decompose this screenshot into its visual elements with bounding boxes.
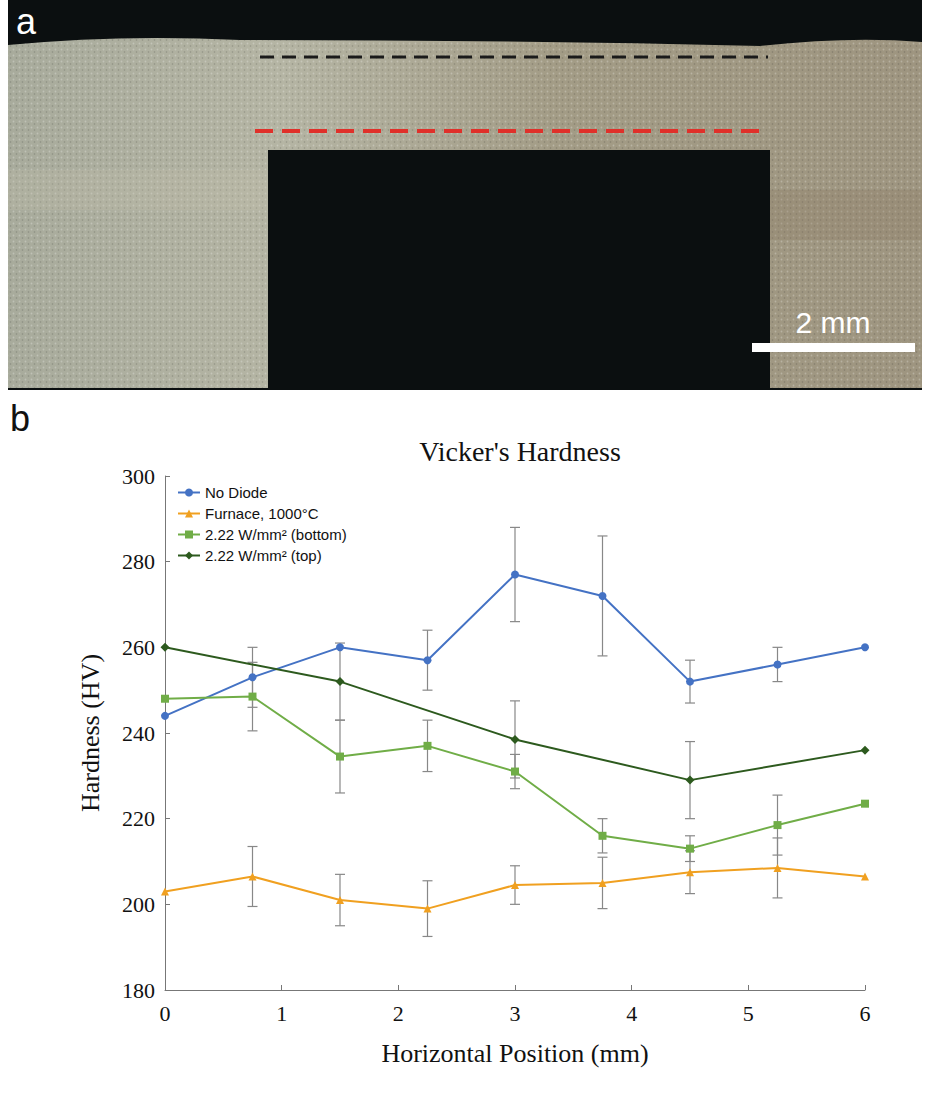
svg-text:1: 1 xyxy=(276,1001,287,1026)
svg-text:280: 280 xyxy=(122,549,155,574)
svg-text:200: 200 xyxy=(122,892,155,917)
svg-text:6: 6 xyxy=(860,1001,871,1026)
svg-text:2 mm: 2 mm xyxy=(796,306,871,339)
svg-text:240: 240 xyxy=(122,721,155,746)
svg-text:Vicker's Hardness: Vicker's Hardness xyxy=(419,436,621,467)
svg-text:300: 300 xyxy=(122,464,155,489)
svg-text:2.22 W/mm² (bottom): 2.22 W/mm² (bottom) xyxy=(205,526,347,543)
svg-text:Hardness (HV): Hardness (HV) xyxy=(76,654,105,812)
svg-text:2: 2 xyxy=(393,1001,404,1026)
svg-text:Horizontal Position (mm): Horizontal Position (mm) xyxy=(381,1039,648,1068)
svg-text:3: 3 xyxy=(510,1001,521,1026)
svg-text:b: b xyxy=(10,398,30,439)
svg-text:220: 220 xyxy=(122,806,155,831)
svg-text:5: 5 xyxy=(743,1001,754,1026)
svg-text:260: 260 xyxy=(122,635,155,660)
svg-text:a: a xyxy=(16,1,37,42)
svg-text:4: 4 xyxy=(626,1001,637,1026)
svg-text:2.22 W/mm² (top): 2.22 W/mm² (top) xyxy=(205,547,322,564)
svg-text:0: 0 xyxy=(160,1001,171,1026)
svg-text:Furnace, 1000°C: Furnace, 1000°C xyxy=(205,505,319,522)
svg-text:No Diode: No Diode xyxy=(205,484,268,501)
svg-text:180: 180 xyxy=(122,978,155,1003)
